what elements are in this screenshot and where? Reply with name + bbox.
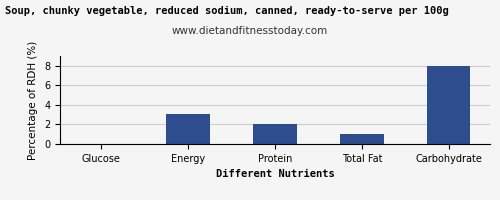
Bar bbox=[254, 124, 296, 144]
Bar bbox=[166, 114, 210, 144]
Bar bbox=[427, 66, 470, 144]
X-axis label: Different Nutrients: Different Nutrients bbox=[216, 169, 334, 179]
Y-axis label: Percentage of RDH (%): Percentage of RDH (%) bbox=[28, 40, 38, 160]
Text: Soup, chunky vegetable, reduced sodium, canned, ready-to-serve per 100g: Soup, chunky vegetable, reduced sodium, … bbox=[5, 6, 449, 16]
Bar bbox=[340, 134, 384, 144]
Text: www.dietandfitnesstoday.com: www.dietandfitnesstoday.com bbox=[172, 26, 328, 36]
